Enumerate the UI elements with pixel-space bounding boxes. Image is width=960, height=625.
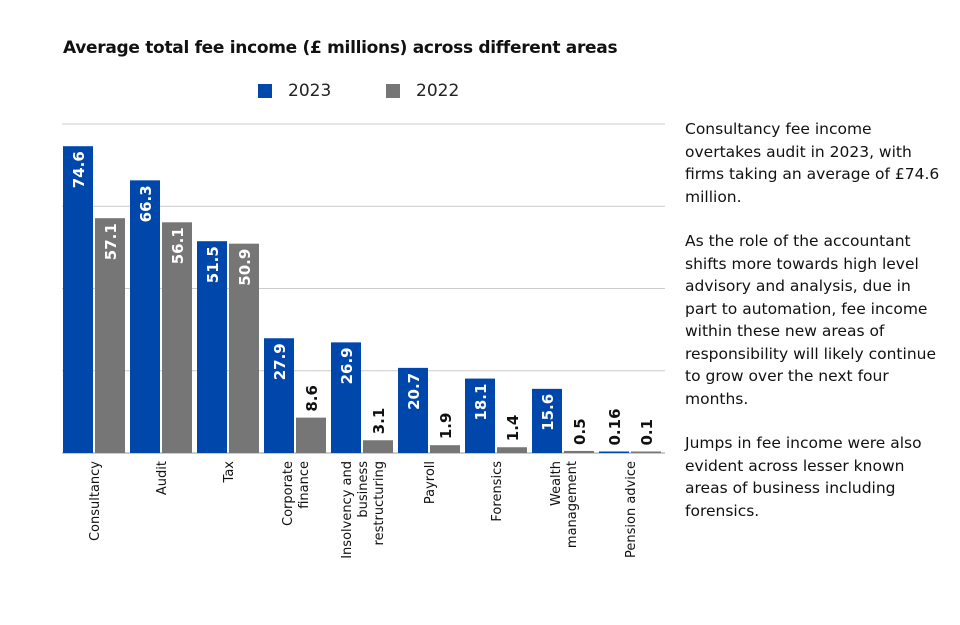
bar-2022	[162, 222, 192, 453]
bar-2022	[95, 218, 125, 453]
data-label: 50.9	[236, 249, 254, 286]
bar-2022	[497, 447, 527, 453]
category-label: Payroll	[423, 461, 438, 504]
category-label: restructuring	[372, 461, 387, 545]
data-label: 74.6	[70, 151, 88, 188]
data-label: 15.6	[539, 394, 557, 431]
legend-swatch-2023	[258, 84, 272, 98]
data-label: 1.4	[504, 415, 522, 442]
bar-2022	[631, 451, 661, 453]
data-label: 3.1	[370, 408, 388, 435]
legend-swatch-2022	[386, 84, 400, 98]
bar-2023	[264, 338, 294, 453]
legend-label-2022: 2022	[416, 81, 460, 101]
category-label: Corporate	[281, 461, 296, 526]
bar-2023	[532, 388, 562, 453]
data-label: 20.7	[405, 373, 423, 410]
category-label: Tax	[222, 461, 237, 484]
data-label: 0.16	[606, 408, 624, 445]
category-label: business	[356, 461, 371, 518]
data-label: 51.5	[204, 246, 222, 283]
category-label: Pension advice	[624, 461, 639, 558]
category-label: finance	[297, 461, 312, 509]
bar-2022	[296, 417, 326, 453]
bar-2023	[63, 146, 93, 453]
bar-2023	[197, 241, 227, 453]
data-label: 18.1	[472, 384, 490, 421]
legend-item-2022: 2022	[386, 81, 459, 101]
data-label: 27.9	[271, 343, 289, 380]
data-label: 66.3	[137, 185, 155, 222]
data-label: 1.9	[437, 413, 455, 440]
bar-2023	[599, 451, 629, 453]
category-label: Audit	[155, 461, 170, 495]
data-label: 26.9	[338, 347, 356, 384]
data-label: 8.6	[303, 385, 321, 412]
bar-2023	[398, 367, 428, 453]
data-label: 56.1	[169, 227, 187, 264]
note-2: As the role of the accountant shifts mor…	[685, 232, 937, 408]
bar-2023	[130, 180, 160, 453]
bar-2023	[465, 378, 495, 453]
category-label: Wealth	[549, 461, 564, 506]
note-1: Consultancy fee income overtakes audit i…	[685, 120, 940, 206]
chart-title: Average total fee income (£ millions) ac…	[63, 38, 618, 58]
data-label: 0.1	[638, 419, 656, 446]
bar-2022	[430, 445, 460, 453]
data-label: 57.1	[102, 223, 120, 260]
legend-item-2023: 2023	[258, 81, 331, 101]
note-3: Jumps in fee income were also evident ac…	[685, 434, 922, 520]
bar-2022	[229, 243, 259, 453]
category-label: Insolvency and	[340, 461, 355, 559]
legend-label-2023: 2023	[288, 81, 332, 101]
commentary: Consultancy fee income overtakes audit i…	[685, 118, 945, 544]
bar-2022	[564, 450, 594, 453]
category-label: Consultancy	[88, 461, 103, 541]
bar-2023	[331, 342, 361, 453]
data-label: 0.5	[571, 418, 589, 445]
category-label: management	[565, 461, 580, 548]
category-label: Forensics	[490, 461, 505, 522]
bar-2022	[363, 440, 393, 453]
